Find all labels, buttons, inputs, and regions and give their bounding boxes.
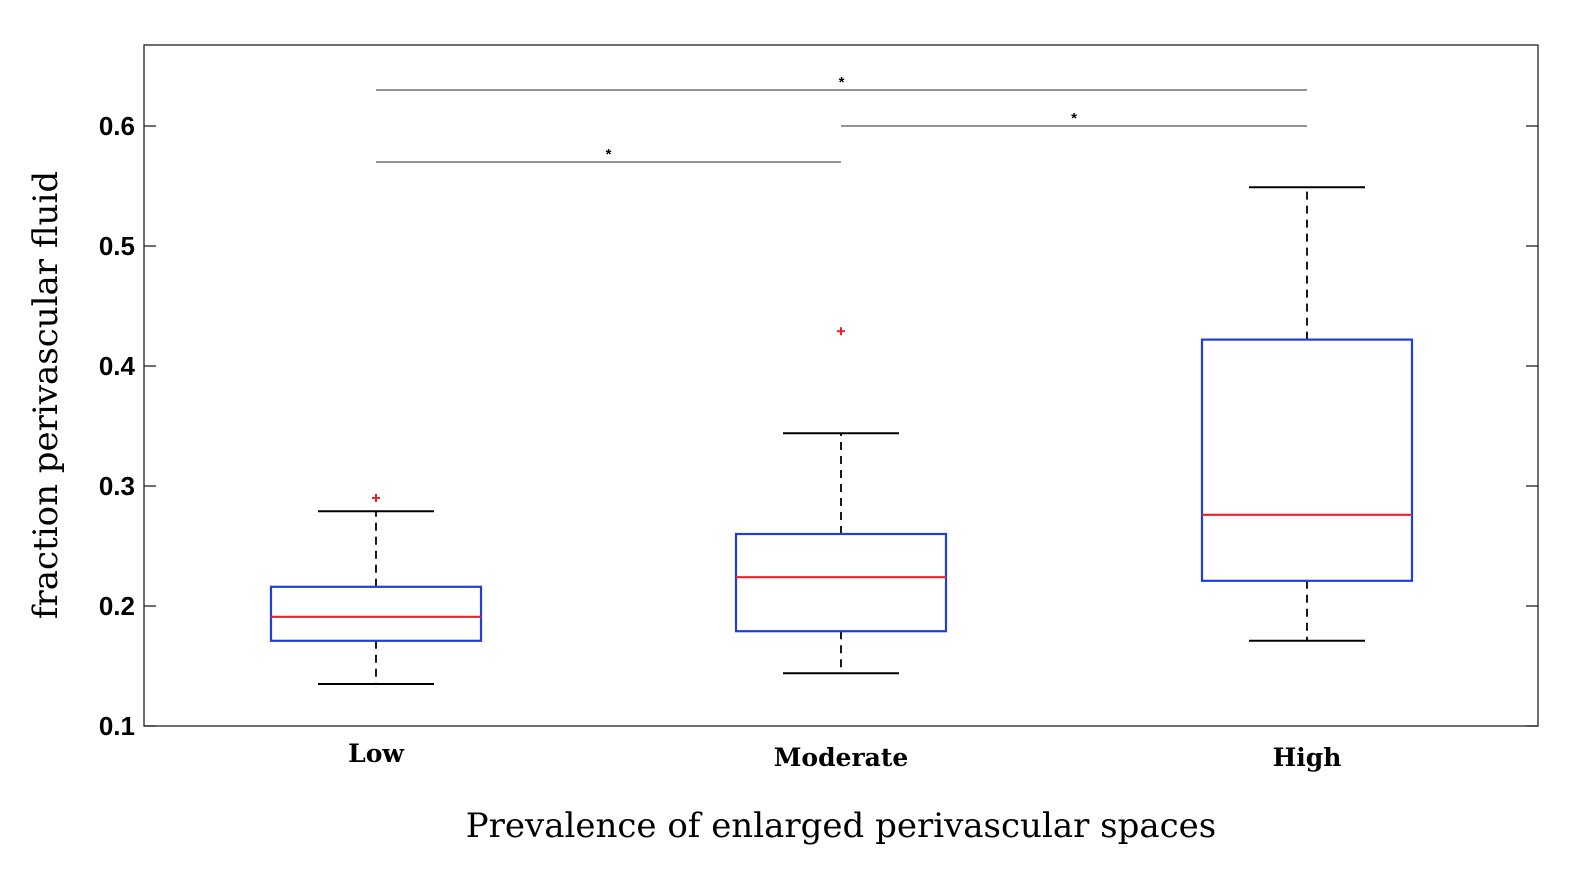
- x-category-label: High: [1273, 743, 1342, 772]
- outlier-marker: [837, 327, 845, 336]
- x-category-label: Low: [348, 739, 405, 768]
- y-tick-label: 0.4: [99, 351, 136, 381]
- x-axis-title: Prevalence of enlarged perivascular spac…: [466, 806, 1217, 846]
- x-category-label: Moderate: [774, 743, 909, 772]
- y-tick-label: 0.6: [99, 111, 135, 141]
- y-tick-label: 0.5: [99, 231, 135, 261]
- y-tick-label: 0.3: [99, 471, 135, 501]
- significance-star: *: [1071, 110, 1077, 127]
- x-axis-category-labels: Low Moderate High: [348, 739, 1341, 772]
- box-low: [269, 494, 483, 685]
- y-axis-title: fraction perivascular fluid: [26, 171, 66, 619]
- significance-brackets: * * *: [376, 74, 1307, 163]
- box-moderate: [734, 327, 948, 675]
- iqr-box: [1200, 338, 1414, 582]
- box-high: [1200, 186, 1414, 642]
- significance-star: *: [839, 74, 845, 91]
- plot-area-frame: [143, 44, 1539, 727]
- y-axis-ticks: 0.1 0.2 0.3 0.4 0.5 0.6: [99, 111, 1538, 741]
- significance-star: *: [606, 146, 612, 163]
- box-series: [269, 186, 1414, 685]
- y-tick-label: 0.2: [99, 591, 135, 621]
- iqr-box: [734, 532, 948, 633]
- iqr-box: [269, 585, 483, 642]
- outlier-marker: [372, 494, 380, 502]
- y-tick-label: 0.1: [99, 711, 135, 741]
